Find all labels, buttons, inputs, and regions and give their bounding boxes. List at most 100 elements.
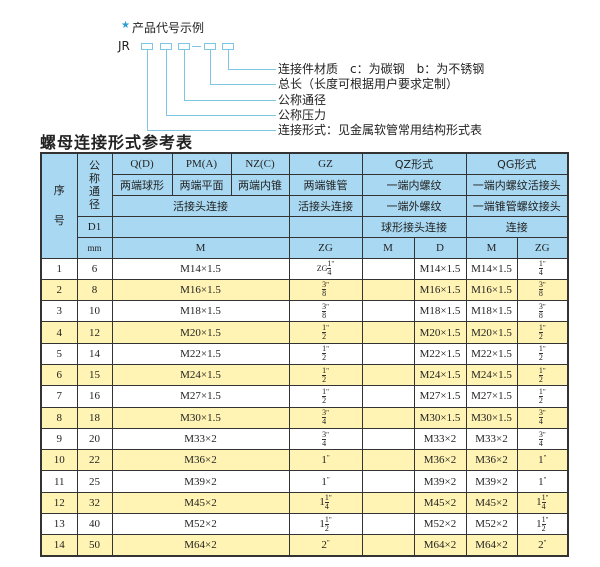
cell-qg-m: M52×2 [465, 513, 518, 536]
cell-gz-zg: ZG 1 4 " [288, 257, 363, 280]
header-qz-m: M [361, 236, 415, 259]
table-row: 14 50 M64×2 2" M64×2 M64×2 2" [40, 534, 569, 557]
header-qg-m: M [465, 236, 518, 259]
cell-qg-zg: 1" [516, 449, 569, 472]
cell-qz-m [361, 300, 415, 323]
cell-m: M18×1.5 [111, 300, 290, 323]
cell-qg-m: M36×2 [465, 449, 518, 472]
header-qg: QG形式 [465, 152, 569, 175]
header-nzc-desc: 两端内锥 [230, 173, 290, 196]
cell-seq: 8 [40, 406, 78, 429]
zg-whole: 1 [536, 517, 542, 530]
cell-m: M39×2 [111, 470, 290, 493]
label-length: 总长（长度可根据用户要求定制） [278, 77, 459, 91]
cell-gz-zg: 1 1 4 " [288, 491, 363, 515]
cell-seq: 12 [40, 491, 78, 515]
cell-nominal: 12 [76, 321, 113, 344]
header-union-connection: 活接头连接 [111, 194, 290, 217]
table-title: 螺母连接形式参考表 [40, 133, 194, 152]
header-qg-zg: ZG [516, 236, 569, 259]
cell-qg-m: M20×1.5 [465, 321, 518, 344]
cell-qz-m [361, 342, 415, 365]
header-pma: PM(A) [171, 152, 232, 175]
header-seq: 序号 [40, 152, 78, 259]
cell-gz-zg: 1 2 " [288, 385, 363, 408]
cell-gz-zg: 1 2 " [288, 342, 363, 365]
cell-m: M27×1.5 [111, 385, 290, 408]
cell-m: M36×2 [111, 449, 290, 472]
cell-qg-m: M33×2 [465, 427, 518, 451]
zg-whole: 1 [319, 517, 325, 530]
cell-seq: 14 [40, 534, 78, 557]
cell-qg-zg: 1 2 " [516, 321, 569, 344]
table-row: 9 20 M33×2 3 4 " M33×2 M33×2 3 4 " [40, 427, 569, 451]
cell-qz-m [361, 513, 415, 536]
cell-qz-d: M45×2 [413, 491, 467, 515]
header-gz-desc: 两端锥管 [288, 173, 363, 196]
header-zg: ZG [288, 236, 363, 259]
zg-whole: 2 [321, 539, 327, 552]
cell-qz-d: M16×1.5 [413, 278, 467, 302]
cell-qg-zg: 1 2 " [516, 342, 569, 365]
cell-m: M16×1.5 [111, 278, 290, 302]
code-box [141, 43, 153, 50]
zg-whole: 1 [536, 496, 542, 509]
cell-qg-m: M45×2 [465, 491, 518, 515]
cell-nominal: 32 [76, 491, 113, 515]
table-row: 11 25 M39×2 1" M39×2 M39×2 1" [40, 470, 569, 493]
table-row: 10 22 M36×2 1" M36×2 M36×2 1" [40, 449, 569, 472]
zg-whole: 1 [321, 454, 327, 467]
cell-gz-zg: 3 4 " [288, 406, 363, 429]
cell-qz-d: M14×1.5 [413, 257, 467, 280]
cell-qz-m [361, 534, 415, 557]
header-qd-desc: 两端球形 [111, 173, 173, 196]
table-row: 6 15 M24×1.5 1 2 " M24×1.5 M24×1.5 1 2 " [40, 363, 569, 387]
product-code-prefix: JR [118, 39, 130, 53]
label-connection-form: 连接形式：见金属软管常用结构形式表 [278, 123, 483, 137]
label-nominal-pressure: 公称压力 [278, 108, 327, 122]
star-icon: ★ [121, 20, 130, 31]
cell-qg-m: M14×1.5 [465, 257, 518, 280]
zg-whole: 2 [538, 539, 544, 552]
cell-gz-zg: 1 1 2 " [288, 513, 363, 536]
cell-qz-d: M36×2 [413, 449, 467, 472]
cell-qz-m [361, 278, 415, 302]
header-qd: Q(D) [111, 152, 173, 175]
label-material: 连接件材质 c：为碳钢 b：为不锈钢 [278, 62, 485, 76]
code-box [222, 43, 234, 50]
nut-connection-table: 序号 公称通径 Q(D) PM(A) NZ(C) GZ QZ形式 QG形式 两端… [40, 152, 569, 558]
zg-prefix: ZG [316, 264, 328, 274]
cell-qg-zg: 2" [516, 534, 569, 557]
cell-m: M20×1.5 [111, 321, 290, 344]
cell-qg-m: M22×1.5 [465, 342, 518, 365]
cell-nominal: 18 [76, 406, 113, 429]
cell-nominal: 50 [76, 534, 113, 557]
cell-m: M64×2 [111, 534, 290, 557]
cell-seq: 10 [40, 449, 78, 472]
cell-seq: 7 [40, 385, 78, 408]
cell-qg-zg: 3 8 " [516, 278, 569, 302]
cell-nominal: 15 [76, 363, 113, 387]
cell-qg-m: M18×1.5 [465, 300, 518, 323]
header-qz-d: D [413, 236, 467, 259]
header-qg-desc: 一端内螺纹活接头 [465, 173, 569, 196]
zg-whole: 1 [538, 475, 544, 488]
zg-whole: 1 [321, 475, 327, 488]
cell-qz-d: M64×2 [413, 534, 467, 557]
